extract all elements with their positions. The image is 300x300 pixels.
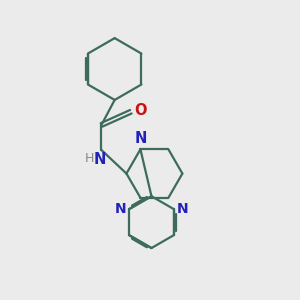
Text: N: N xyxy=(177,202,188,216)
Text: H: H xyxy=(84,152,94,165)
Text: N: N xyxy=(94,152,106,167)
Text: N: N xyxy=(115,202,126,216)
Text: N: N xyxy=(134,131,147,146)
Text: O: O xyxy=(134,103,147,118)
